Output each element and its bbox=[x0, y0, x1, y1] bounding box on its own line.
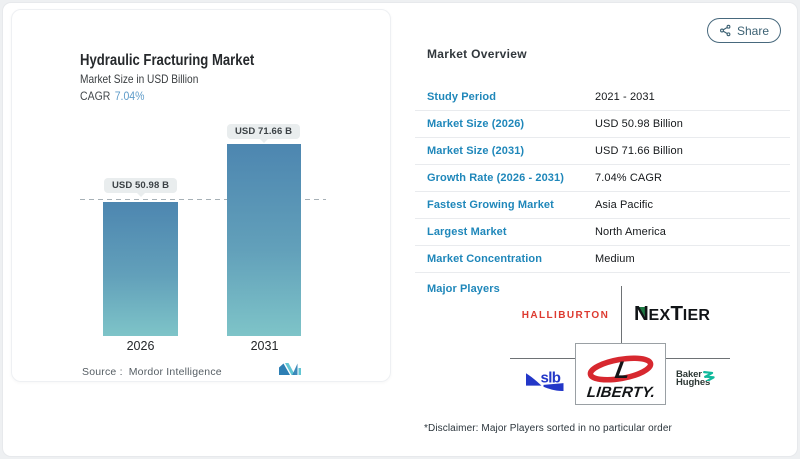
table-row: Study Period 2021 - 2031 bbox=[415, 84, 790, 111]
cagr-value: 7.04% bbox=[114, 88, 145, 103]
market-overview-heading: Market Overview bbox=[427, 47, 527, 61]
chart-card: Hydraulic Fracturing Market Market Size … bbox=[11, 9, 391, 382]
source-row: Source : Mordor Intelligence bbox=[82, 366, 222, 378]
liberty-logo: L LIBERTY. bbox=[586, 355, 656, 401]
baker-line2: Hughes bbox=[676, 376, 711, 388]
row-label: Market Size (2031) bbox=[427, 144, 525, 157]
row-label: Growth Rate (2026 - 2031) bbox=[427, 171, 564, 184]
share-button[interactable]: Share bbox=[707, 18, 781, 43]
share-nodes-icon bbox=[720, 24, 731, 37]
row-value: 2021 - 2031 bbox=[595, 90, 655, 103]
chart-subtitle: Market Size in USD Billion bbox=[80, 72, 199, 86]
row-label: Market Concentration bbox=[427, 252, 543, 265]
halliburton-logo: HALLIBURTON bbox=[521, 310, 610, 321]
row-label: Largest Market bbox=[427, 225, 507, 238]
row-value: 7.04% CAGR bbox=[595, 171, 663, 184]
cagr-label: CAGR bbox=[80, 88, 111, 103]
baker-hughes-wordmark: Baker Hughes bbox=[676, 369, 722, 388]
reference-dashed-line bbox=[80, 198, 326, 200]
players-vertical-divider bbox=[621, 286, 622, 343]
liberty-l: L bbox=[613, 357, 632, 384]
row-label: Market Size (2026) bbox=[427, 117, 525, 130]
liberty-logo-box: L LIBERTY. bbox=[575, 343, 666, 405]
mordor-intelligence-logo-icon bbox=[279, 363, 301, 375]
bar-2031 bbox=[227, 143, 301, 336]
table-row: Market Size (2026) USD 50.98 Billion bbox=[415, 111, 790, 138]
bar-value-label-2026: USD 50.98 B bbox=[104, 178, 177, 197]
players-horizontal-divider-left bbox=[510, 358, 575, 359]
players-horizontal-divider-right bbox=[666, 358, 730, 359]
table-row: Market Concentration Medium bbox=[415, 246, 790, 273]
chart-title: Hydraulic Fracturing Market bbox=[80, 51, 255, 69]
nextier-logo: N EX T IER bbox=[634, 302, 711, 325]
row-value: USD 71.66 Billion bbox=[595, 144, 683, 157]
x-axis-label-2031: 2031 bbox=[250, 339, 279, 353]
row-value: USD 50.98 Billion bbox=[595, 117, 683, 130]
disclaimer-text: *Disclaimer: Major Players sorted in no … bbox=[424, 423, 672, 434]
nextier-green-triangle-icon bbox=[638, 306, 646, 318]
market-overview-table: Study Period 2021 - 2031 Market Size (20… bbox=[415, 84, 790, 273]
nextier-ex: EX bbox=[648, 307, 671, 324]
liberty-text: LIBERTY. bbox=[586, 384, 656, 401]
chart-cagr: CAGR 7.04% bbox=[80, 90, 144, 102]
nextier-t: T bbox=[670, 302, 683, 325]
row-value: Medium bbox=[595, 252, 635, 265]
x-axis-label-2026: 2026 bbox=[126, 339, 155, 353]
major-players-label: Major Players bbox=[427, 283, 500, 295]
table-row: Growth Rate (2026 - 2031) 7.04% CAGR bbox=[415, 165, 790, 192]
table-row: Largest Market North America bbox=[415, 219, 790, 246]
table-row: Fastest Growing Market Asia Pacific bbox=[415, 192, 790, 219]
slb-logo: slb bbox=[526, 370, 564, 392]
bar-2026 bbox=[103, 201, 178, 336]
baker-line1: Baker bbox=[676, 369, 702, 380]
row-label: Fastest Growing Market bbox=[427, 198, 554, 211]
nextier-n-wrap: N bbox=[634, 302, 649, 325]
share-button-label: Share bbox=[736, 23, 770, 38]
table-row: Market Size (2031) USD 71.66 Billion bbox=[415, 138, 790, 165]
row-value: Asia Pacific bbox=[595, 198, 654, 211]
baker-hughes-chevrons-icon bbox=[703, 370, 715, 381]
source-label: Source : bbox=[82, 365, 123, 378]
row-label: Study Period bbox=[427, 90, 497, 103]
source-value: Mordor Intelligence bbox=[128, 365, 222, 378]
nextier-n: N bbox=[634, 302, 649, 325]
nextier-ier: IER bbox=[682, 307, 711, 324]
baker-hughes-logo: Baker Hughes bbox=[676, 369, 722, 388]
slb-text: slb bbox=[541, 370, 561, 386]
row-value: North America bbox=[595, 225, 666, 238]
bar-value-label-2031: USD 71.66 B bbox=[227, 124, 300, 143]
